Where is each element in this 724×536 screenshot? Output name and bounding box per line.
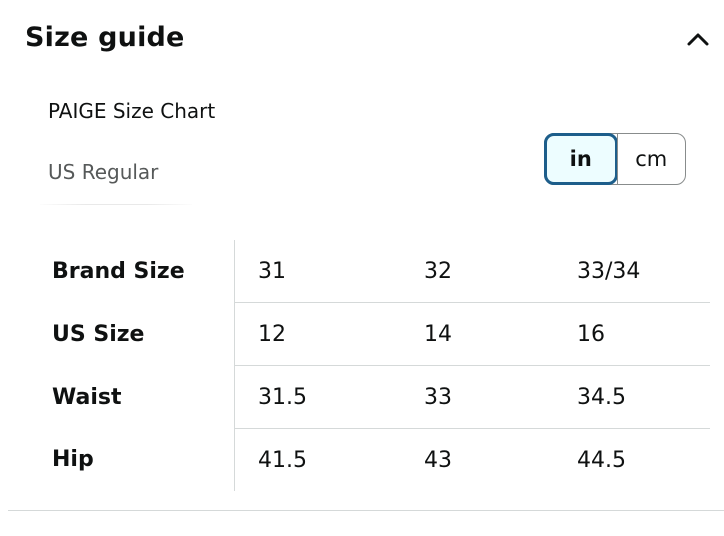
table-cell: 34.5	[554, 365, 710, 429]
table-cell: 33	[401, 365, 554, 429]
table-cell: 44.5	[577, 447, 626, 473]
table-row-brand-size: Brand Size 31 32 33/34	[30, 240, 710, 303]
unit-option-in[interactable]: in	[544, 133, 618, 185]
table-row-waist: Waist 31.5 33 34.5	[30, 365, 710, 429]
unit-option-cm[interactable]: cm	[616, 134, 686, 184]
collapse-button[interactable]	[680, 22, 716, 58]
fit-type-label: US Regular	[48, 160, 159, 184]
section-divider	[8, 510, 724, 511]
size-guide-title: Size guide	[25, 22, 185, 53]
row-header: Hip	[30, 428, 235, 491]
table-cell: 31.5	[234, 365, 401, 429]
row-header: Brand Size	[30, 240, 235, 303]
table-cell: 43	[424, 447, 452, 473]
table-cell: 33/34	[554, 240, 710, 303]
table-cell: 14	[401, 302, 554, 366]
fit-type-divider	[40, 204, 192, 205]
table-row-hip: Hip 41.5 43 44.5	[30, 428, 710, 491]
chevron-up-icon	[687, 33, 709, 46]
size-guide-header[interactable]: Size guide	[0, 0, 724, 80]
table-cell: 12	[234, 302, 401, 366]
table-cell: 41.5	[258, 447, 307, 473]
size-table: Brand Size 31 32 33/34 US Size 12 14 16 …	[30, 240, 710, 491]
unit-toggle[interactable]: in cm	[544, 133, 686, 185]
row-header: US Size	[30, 302, 235, 366]
row-header: Waist	[30, 365, 235, 429]
table-cell: 31	[234, 240, 401, 303]
size-chart-name: PAIGE Size Chart	[48, 99, 216, 123]
table-cell: 16	[554, 302, 710, 366]
table-row-us-size: US Size 12 14 16	[30, 302, 710, 366]
table-cell: 32	[401, 240, 554, 303]
